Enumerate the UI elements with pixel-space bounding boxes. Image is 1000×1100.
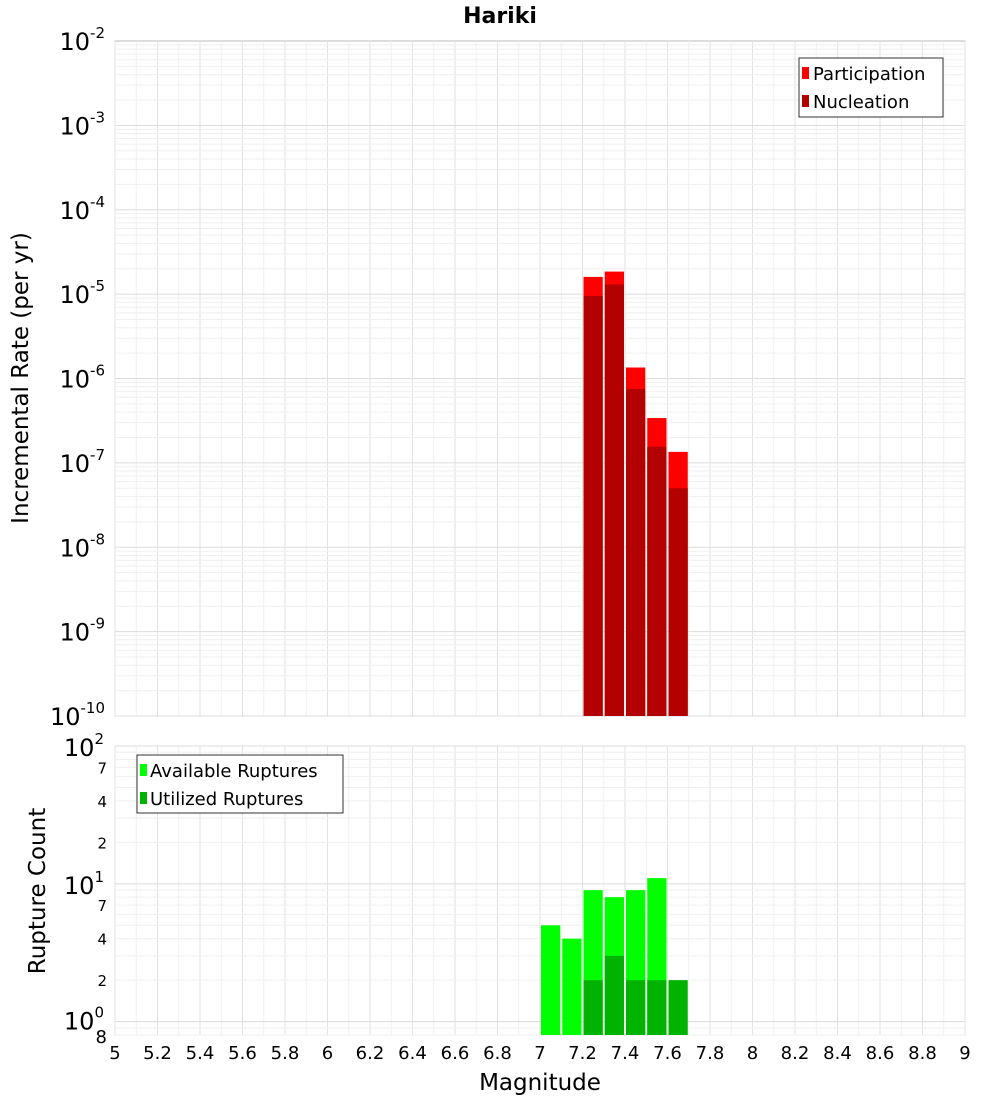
x-tick-label: 7 xyxy=(534,1043,545,1064)
x-tick-label: 8.4 xyxy=(823,1043,852,1064)
top-y-tick-label: 10-10 xyxy=(50,699,105,731)
x-tick-label: 7.8 xyxy=(696,1043,725,1064)
x-tick-label: 5.2 xyxy=(143,1043,172,1064)
x-tick-label: 6.6 xyxy=(441,1043,470,1064)
bottom-y-axis-label: Rupture Count xyxy=(25,808,51,974)
legend-label-available: Available Ruptures xyxy=(150,761,318,782)
bottom-y-tick-label: 2 xyxy=(97,834,107,852)
nucleation-bar xyxy=(583,296,603,716)
utilized-ruptures-bar xyxy=(626,980,646,1035)
bottom-y-major-label: 102 xyxy=(64,730,104,762)
x-tick-label: 6.2 xyxy=(356,1043,385,1064)
legend-swatch-available xyxy=(140,764,147,776)
top-y-tick-label: 10-7 xyxy=(59,446,105,478)
bottom-y-tick-labels: 8 2 4 7 2 4 7 100 101 102 xyxy=(64,730,107,1048)
x-tick-label: 7.2 xyxy=(568,1043,597,1064)
nucleation-bar xyxy=(604,284,624,716)
x-tick-label: 6 xyxy=(322,1043,333,1064)
x-tick-label: 6.8 xyxy=(483,1043,512,1064)
utilized-ruptures-bar xyxy=(583,980,603,1035)
legend-label-utilized: Utilized Ruptures xyxy=(150,789,303,810)
bottom-y-tick-label: 8 xyxy=(96,1027,107,1048)
legend-swatch-nucleation xyxy=(802,95,809,107)
x-tick-label: 7.4 xyxy=(611,1043,640,1064)
utilized-ruptures-bar xyxy=(668,980,688,1035)
top-y-tick-label: 10-2 xyxy=(59,24,105,56)
available-ruptures-bar xyxy=(541,925,561,1035)
x-tick-label: 9 xyxy=(959,1043,970,1064)
top-y-tick-label: 10-6 xyxy=(59,362,105,394)
bottom-bars xyxy=(541,878,688,1035)
legend-label-participation: Participation xyxy=(813,64,925,85)
top-legend-box xyxy=(798,57,944,118)
bottom-y-tick-label: 7 xyxy=(97,759,107,777)
bottom-y-tick-label: 4 xyxy=(97,931,107,949)
top-y-tick-label: 10-8 xyxy=(59,530,105,562)
top-y-tick-label: 10-3 xyxy=(59,108,105,140)
x-tick-label: 8.8 xyxy=(908,1043,937,1064)
x-tick-label: 8.6 xyxy=(866,1043,895,1064)
x-tick-label: 5 xyxy=(109,1043,120,1064)
x-tick-labels: 5 5.2 5.4 5.6 5.8 6 6.2 6.4 6.6 6.8 7 7.2 7.4 7.6 7.8 8… xyxy=(109,1043,970,1064)
x-tick-label: 5.6 xyxy=(228,1043,257,1064)
top-plot: 10-10 10-9 10-8 10-7 10-6 10-5 10-4 10-3 10-2 In… xyxy=(8,24,966,731)
legend-swatch-utilized xyxy=(140,792,147,804)
x-tick-label: 5.8 xyxy=(271,1043,300,1064)
bottom-legend-box xyxy=(136,754,344,814)
legend-label-nucleation: Nucleation xyxy=(813,92,909,113)
top-y-tick-label: 10-4 xyxy=(59,193,105,225)
utilized-ruptures-bar xyxy=(647,980,667,1035)
chart-title: Hariki xyxy=(463,4,537,29)
bottom-grid xyxy=(114,745,966,1036)
bottom-y-tick-label: 4 xyxy=(97,793,107,811)
bottom-y-tick-label: 7 xyxy=(97,897,107,915)
nucleation-bar xyxy=(647,446,667,716)
top-y-tick-label: 10-9 xyxy=(59,615,105,647)
utilized-ruptures-bar xyxy=(604,955,624,1035)
nucleation-bar xyxy=(626,389,646,716)
x-tick-label: 6.4 xyxy=(398,1043,427,1064)
legend-swatch-participation xyxy=(802,67,809,79)
top-legend: Participation Nucleation xyxy=(798,57,944,118)
bottom-plot: 8 2 4 7 2 4 7 100 101 102 5 5.2 5.4 5.6 5.8 6 6.2 6.4 6.6… xyxy=(25,730,971,1096)
nucleation-bar xyxy=(668,488,688,716)
bottom-y-tick-label: 2 xyxy=(97,972,107,990)
bottom-y-major-label: 100 xyxy=(64,1004,104,1036)
top-y-tick-labels: 10-10 10-9 10-8 10-7 10-6 10-5 10-4 10-3 10-2 xyxy=(50,24,105,731)
x-tick-label: 7.6 xyxy=(653,1043,682,1064)
x-tick-label: 8 xyxy=(747,1043,758,1064)
x-tick-label: 8.2 xyxy=(781,1043,810,1064)
top-bars xyxy=(583,271,688,716)
bottom-y-major-label: 101 xyxy=(64,868,104,900)
top-y-axis-label: Incremental Rate (per yr) xyxy=(8,232,34,524)
top-y-tick-label: 10-5 xyxy=(59,277,105,309)
x-axis-label: Magnitude xyxy=(479,1070,601,1096)
top-grid xyxy=(114,41,966,717)
x-tick-label: 5.4 xyxy=(186,1043,215,1064)
bottom-legend: Available Ruptures Utilized Ruptures xyxy=(136,754,344,814)
available-ruptures-bar xyxy=(562,938,582,1035)
